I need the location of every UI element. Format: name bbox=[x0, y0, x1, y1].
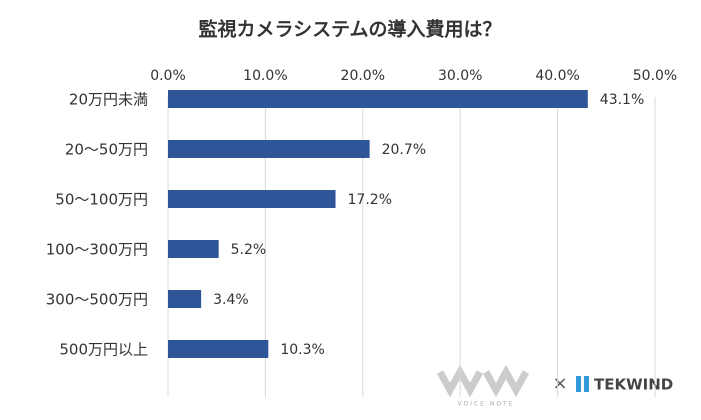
logos: VOICE NOTE × TEKWIND bbox=[436, 364, 673, 408]
y-tick-label: 20〜50万円 bbox=[65, 141, 148, 159]
value-label: 17.2% bbox=[348, 192, 392, 208]
x-tick-label: 10.0% bbox=[243, 68, 287, 84]
y-tick-label: 300〜500万円 bbox=[46, 291, 148, 309]
bar bbox=[168, 90, 588, 108]
x-tick-label: 40.0% bbox=[535, 68, 579, 84]
x-tick-label: 30.0% bbox=[438, 68, 482, 84]
bar bbox=[168, 190, 336, 208]
bar bbox=[168, 140, 370, 158]
tekwind-icon bbox=[576, 376, 581, 392]
voice-note-icon bbox=[482, 364, 530, 398]
x-tick-label: 20.0% bbox=[341, 68, 385, 84]
bar bbox=[168, 340, 269, 358]
value-label: 5.2% bbox=[231, 242, 267, 258]
y-tick-label: 50〜100万円 bbox=[55, 191, 148, 209]
chart-title: 監視カメラシステムの導入費用は？ bbox=[198, 18, 501, 41]
bar bbox=[168, 290, 202, 308]
x-tick-label: 0.0% bbox=[150, 68, 186, 84]
value-label: 3.4% bbox=[213, 292, 249, 308]
y-tick-label: 20万円未満 bbox=[69, 91, 148, 109]
tekwind-text: TEKWIND bbox=[594, 376, 673, 394]
value-label: 43.1% bbox=[600, 92, 644, 108]
y-tick-label: 100〜300万円 bbox=[46, 241, 148, 259]
separator: × bbox=[552, 373, 567, 394]
tekwind-icon bbox=[584, 376, 589, 392]
y-tick-label: 500万円以上 bbox=[59, 341, 148, 359]
value-label: 20.7% bbox=[382, 142, 426, 158]
x-tick-label: 50.0% bbox=[633, 68, 677, 84]
voice-note-text: VOICE NOTE bbox=[457, 401, 514, 408]
bar bbox=[168, 240, 219, 258]
value-label: 10.3% bbox=[280, 342, 324, 358]
